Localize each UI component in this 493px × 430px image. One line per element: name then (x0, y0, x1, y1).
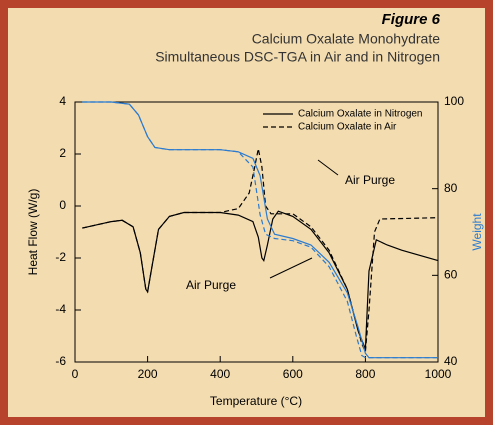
panel (8, 8, 485, 417)
y-tick-label: 0 (59, 198, 66, 212)
legend-label: Calcium Oxalate in Nitrogen (298, 109, 423, 120)
series-line (82, 101, 438, 359)
y2-axis-label: Weight (470, 213, 484, 251)
y-tick-label: -2 (55, 250, 66, 264)
legend-label: Calcium Oxalate in Air (298, 122, 397, 133)
plot-frame (74, 101, 439, 363)
x-tick-label: 1000 (425, 367, 452, 381)
y-tick-label: 2 (59, 146, 66, 160)
chart-title: Figure 6 (382, 11, 441, 28)
x-tick-label: 200 (138, 367, 158, 381)
y2-tick-label: 80 (444, 181, 458, 195)
x-axis-label: Temperature (°C) (210, 394, 302, 408)
y2-tick-label: 100 (444, 94, 464, 108)
x-tick-label: 0 (72, 367, 79, 381)
y2-tick-label: 60 (444, 268, 458, 282)
annotation: Air Purge (345, 173, 395, 187)
x-tick-label: 800 (355, 367, 375, 381)
subtitle: Simultaneous DSC-TGA in Air and in Nitro… (155, 49, 440, 65)
y-axis-label: Heat Flow (W/g) (26, 189, 40, 276)
annotation-arrow (269, 257, 313, 279)
x-tick-label: 600 (283, 367, 303, 381)
y2-tick-label: 40 (444, 354, 458, 368)
y-tick-label: 4 (59, 94, 66, 108)
annotation-arrow (317, 159, 339, 176)
subtitle: Calcium Oxalate Monohydrate (252, 31, 441, 47)
annotation: Air Purge (186, 278, 236, 292)
x-tick-label: 400 (210, 367, 230, 381)
series-line (82, 101, 438, 359)
y-tick-label: -4 (55, 302, 66, 316)
y-tick-label: -6 (55, 354, 66, 368)
